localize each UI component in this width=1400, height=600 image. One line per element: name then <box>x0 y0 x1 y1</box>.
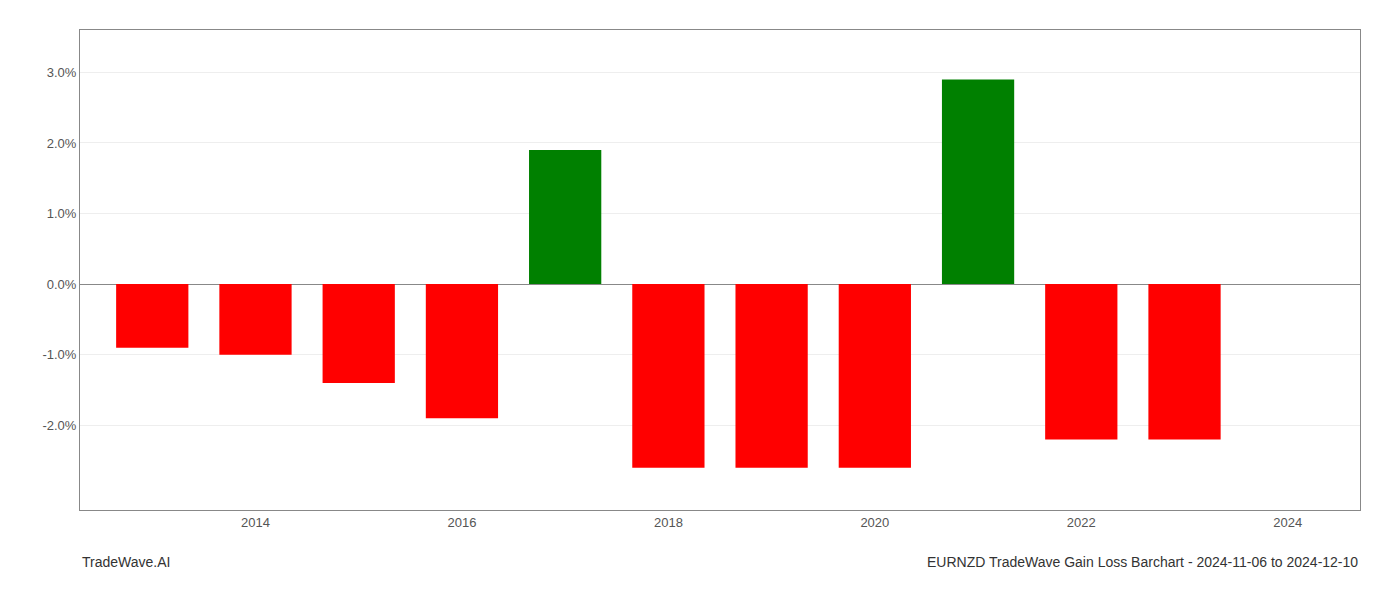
svg-text:2016: 2016 <box>447 515 476 530</box>
svg-text:2020: 2020 <box>860 515 889 530</box>
svg-text:1.0%: 1.0% <box>47 206 77 221</box>
svg-text:-2.0%: -2.0% <box>42 418 76 433</box>
svg-text:2014: 2014 <box>241 515 270 530</box>
svg-text:3.0%: 3.0% <box>47 65 77 80</box>
svg-text:2018: 2018 <box>654 515 683 530</box>
svg-text:TradeWave.AI: TradeWave.AI <box>82 554 170 570</box>
svg-text:0.0%: 0.0% <box>47 277 77 292</box>
svg-text:2022: 2022 <box>1067 515 1096 530</box>
svg-text:-1.0%: -1.0% <box>42 347 76 362</box>
svg-text:2.0%: 2.0% <box>47 135 77 150</box>
svg-text:2024: 2024 <box>1273 515 1302 530</box>
svg-text:EURNZD TradeWave Gain Loss Bar: EURNZD TradeWave Gain Loss Barchart - 20… <box>927 554 1358 570</box>
